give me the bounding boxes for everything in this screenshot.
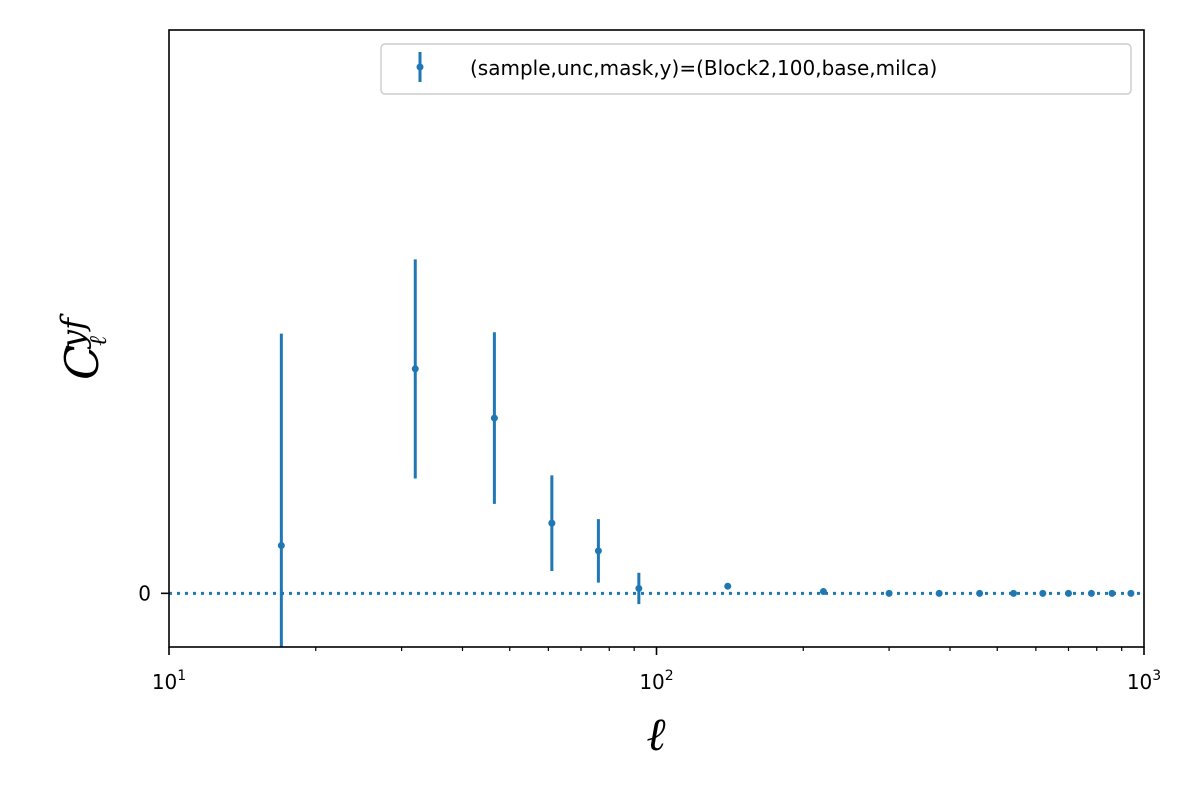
data-point xyxy=(1010,589,1018,597)
data-point xyxy=(885,589,893,597)
x-tick-label: 101 xyxy=(152,668,186,694)
data-point xyxy=(277,542,285,550)
y-axis-label: C yf ℓ xyxy=(54,313,112,380)
data-point xyxy=(411,365,419,373)
plot-background xyxy=(169,30,1144,647)
data-point xyxy=(1087,589,1095,597)
data-point xyxy=(976,589,984,597)
data-point xyxy=(935,589,943,597)
data-point xyxy=(490,414,498,422)
y-axis-label-superscript: yf xyxy=(54,313,92,350)
plot-area xyxy=(169,259,1144,647)
data-point xyxy=(548,519,556,527)
data-point xyxy=(819,588,827,596)
data-point xyxy=(594,547,602,555)
y-axis-label-subscript: ℓ xyxy=(84,336,112,346)
data-point xyxy=(635,584,643,592)
x-axis-label: ℓ xyxy=(646,707,666,761)
legend-marker-point xyxy=(416,63,424,71)
y-axis-label-base: C xyxy=(55,345,109,380)
data-point xyxy=(1064,589,1072,597)
y-tick-label: 0 xyxy=(138,581,151,605)
x-tick-label: 103 xyxy=(1127,668,1161,694)
data-point xyxy=(1127,589,1135,597)
legend-box xyxy=(380,43,1132,95)
legend-label: (sample,unc,mask,y)=(Block2,100,base,mil… xyxy=(470,56,937,80)
data-point xyxy=(1039,589,1047,597)
x-tick-label: 102 xyxy=(639,668,673,694)
x-axis: 101 102 103 xyxy=(152,647,1161,694)
legend: (sample,unc,mask,y)=(Block2,100,base,mil… xyxy=(380,43,1132,95)
y-axis: 0 xyxy=(138,581,169,605)
data-point xyxy=(724,582,732,590)
data-point xyxy=(1108,589,1116,597)
svg-text:C yf ℓ: C yf ℓ xyxy=(54,313,112,380)
